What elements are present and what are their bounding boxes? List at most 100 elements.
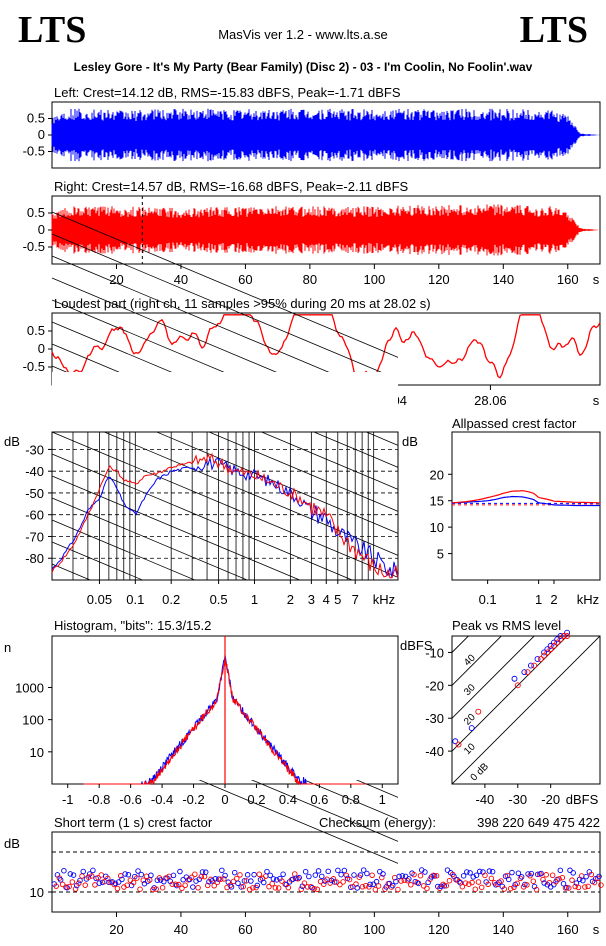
short-crest-point-right bbox=[82, 882, 88, 888]
short-crest-xtick-label: 140 bbox=[492, 922, 514, 937]
short-crest-point-right bbox=[530, 878, 537, 884]
peak-rms-lines bbox=[452, 636, 600, 784]
short-crest-point-right bbox=[117, 873, 124, 879]
time-xtick-label: 40 bbox=[174, 272, 188, 287]
peak-rms-point bbox=[537, 656, 544, 662]
spectrum-slope-line bbox=[51, 211, 399, 358]
short-crest-point-left bbox=[422, 869, 428, 875]
short-crest-xtick-label: 40 bbox=[174, 922, 188, 937]
short-crest-point-left bbox=[528, 870, 535, 877]
short-crest-point-right bbox=[130, 879, 137, 886]
short-crest-point-right bbox=[221, 876, 227, 882]
short-crest-point-right bbox=[346, 876, 353, 883]
short-crest-point-left bbox=[476, 868, 483, 875]
short-crest-xtick-label: 60 bbox=[238, 922, 252, 937]
short-crest-point-right bbox=[314, 886, 321, 893]
short-crest-point-right bbox=[192, 871, 198, 878]
short-crest-point-left bbox=[557, 867, 564, 874]
peak-rms-point bbox=[524, 669, 531, 676]
short-crest-point-right bbox=[343, 872, 350, 879]
peak-rms-point bbox=[475, 708, 482, 715]
short-crest-point-left bbox=[61, 867, 67, 874]
short-crest-point-right bbox=[388, 884, 395, 890]
histogram-xtick-label: 0.6 bbox=[310, 792, 328, 807]
short-crest-point-left bbox=[238, 884, 244, 890]
spectrum-mask-top bbox=[52, 372, 398, 432]
short-crest-point-right bbox=[440, 881, 446, 888]
peak-rms-crest-label: 30 bbox=[462, 682, 478, 698]
lts-logo-right: LTS bbox=[519, 9, 588, 51]
short-crest-point-left bbox=[596, 873, 602, 880]
short-crest-ytick-label: 10 bbox=[30, 885, 44, 900]
peak-rms-point bbox=[455, 741, 462, 748]
spectrum-xtick-label: 1 bbox=[251, 592, 258, 607]
crest-allpass-xtick-label: 2 bbox=[550, 592, 557, 607]
peak-rms-point bbox=[468, 725, 475, 732]
short-crest-point-left bbox=[325, 868, 331, 875]
crest-allpass-ytick-label: 15 bbox=[430, 494, 444, 509]
short-crest-point-right bbox=[301, 880, 308, 886]
short-crest-point-left bbox=[251, 871, 257, 878]
short-crest-point-left bbox=[351, 872, 357, 878]
short-crest-point-right bbox=[285, 884, 292, 891]
spectrum-slope-line bbox=[51, 453, 399, 600]
short-crest-point-left bbox=[148, 872, 154, 879]
short-crest-point-left bbox=[518, 874, 525, 880]
histogram-xtick-label: 0 bbox=[221, 792, 228, 807]
loudest-trace bbox=[51, 314, 601, 383]
short-crest-point-right bbox=[179, 885, 185, 892]
crest-allpass-ytick-label: 10 bbox=[430, 520, 444, 535]
short-crest-point-left bbox=[406, 876, 412, 882]
crest-allpass-title: Allpassed crest factor bbox=[452, 416, 577, 431]
peak-rms-point bbox=[534, 656, 541, 662]
short-crest-point-right bbox=[321, 881, 327, 887]
short-crest-point-left bbox=[373, 878, 380, 885]
histogram-title: Histogram, "bits": 15.3/15.2 bbox=[54, 618, 211, 633]
app-title: MasVis ver 1.2 - www.lts.a.se bbox=[218, 27, 388, 42]
short-crest-point-right bbox=[375, 883, 382, 889]
short-crest-point-left bbox=[415, 880, 422, 887]
checksum-label: Checksum (energy): bbox=[319, 815, 436, 830]
short-crest-point-left bbox=[315, 868, 322, 874]
peak-rms-xtick-label: -30 bbox=[508, 792, 527, 807]
short-crest-point-left bbox=[441, 883, 448, 889]
short-crest-point-left bbox=[267, 872, 273, 879]
loudest-ytick-label: -0.5 bbox=[23, 359, 45, 374]
short-crest-point-left bbox=[538, 870, 544, 877]
short-crest-point-right bbox=[53, 883, 59, 889]
short-crest-point-right bbox=[549, 872, 556, 879]
short-crest-point-left bbox=[57, 877, 64, 883]
left-waveform-ytick-label: 0 bbox=[38, 127, 45, 142]
crest-allpass-left-trace bbox=[452, 495, 600, 507]
histogram-xtick-label: 0.8 bbox=[342, 792, 360, 807]
peak-rms-point bbox=[521, 669, 528, 676]
short-crest-point-left bbox=[112, 880, 119, 887]
short-crest-point-left bbox=[119, 876, 125, 883]
histogram-ylabel: n bbox=[4, 640, 11, 655]
peak-rms-point bbox=[560, 633, 567, 639]
short-crest-point-right bbox=[379, 874, 385, 881]
peak-rms-point bbox=[551, 642, 557, 649]
short-crest-point-right bbox=[456, 878, 462, 885]
short-crest-point-right bbox=[466, 881, 472, 887]
short-crest-point-left bbox=[335, 867, 341, 874]
time-xtick-label: 160 bbox=[557, 272, 579, 287]
short-crest-point-right bbox=[188, 874, 195, 881]
short-crest-point-right bbox=[459, 883, 466, 890]
left-waveform-title: Left: Crest=14.12 dB, RMS=-15.83 dBFS, P… bbox=[54, 85, 401, 100]
short-crest-point-right bbox=[598, 882, 604, 888]
histogram-xtick-label: -0.8 bbox=[88, 792, 110, 807]
short-crest-point-left bbox=[244, 872, 251, 878]
short-crest-point-right bbox=[330, 876, 337, 882]
histogram-xtick-label: -0.4 bbox=[151, 792, 173, 807]
spectrum-left-trace bbox=[51, 457, 399, 578]
spectrum-ytick-label: -80 bbox=[25, 551, 44, 566]
peak-rms-point bbox=[541, 652, 548, 659]
short-crest-point-right bbox=[275, 885, 282, 891]
left-waveform-ytick-label: 0.5 bbox=[27, 111, 45, 126]
short-crest-point-right bbox=[408, 882, 414, 888]
short-crest-point-left bbox=[431, 873, 438, 879]
peak-rms-ytick-label: -40 bbox=[425, 744, 444, 759]
peak-rms-xtick-label: -20 bbox=[541, 792, 560, 807]
short-crest-point-right bbox=[214, 879, 221, 885]
